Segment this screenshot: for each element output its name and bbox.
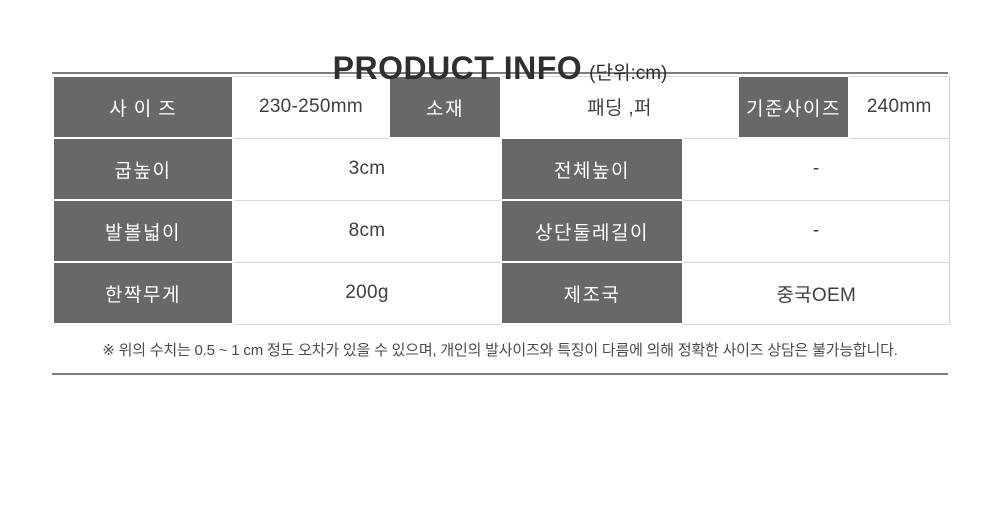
header-cell-material: 소재 [388,75,502,139]
value-cell-size-range: 230-250mm [232,75,390,139]
value-cell-heel-height: 3cm [232,137,502,201]
header-cell-base-size: 기준사이즈 [737,75,850,139]
value-cell-material: 패딩 ,퍼 [500,75,739,139]
value-cell-single-weight: 200g [232,261,502,325]
value-cell-top-circumference: - [682,199,950,263]
header-cell-origin-country: 제조국 [500,261,684,325]
value-cell-foot-width: 8cm [232,199,502,263]
value-cell-base-size: 240mm [848,75,950,139]
header-cell-size: 사이즈 [52,75,234,139]
table-row: 굽높이 3cm 전체높이 - [52,137,950,201]
value-cell-total-height: - [682,137,950,201]
header-cell-foot-width: 발볼넓이 [52,199,234,263]
header-cell-total-height: 전체높이 [500,137,684,201]
bottom-divider [52,373,948,375]
header-cell-heel-height: 굽높이 [52,137,234,201]
header-cell-top-circumference: 상단둘레길이 [500,199,684,263]
product-info-section: 사이즈 230-250mm 소재 패딩 ,퍼 기준사이즈 240mm 굽높이 3… [52,72,950,375]
table-row: 사이즈 230-250mm 소재 패딩 ,퍼 기준사이즈 240mm [52,75,950,139]
table-row: 한짝무게 200g 제조국 중국OEM [52,261,950,325]
value-cell-origin-country: 중국OEM [682,261,950,325]
product-info-table: 사이즈 230-250mm 소재 패딩 ,퍼 기준사이즈 240mm 굽높이 3… [52,75,950,325]
unit-label: (단위:cm) [589,63,668,84]
table-row: 발볼넓이 8cm 상단둘레길이 - [52,199,950,263]
page-title-text: PRODUCT INFO [332,50,583,86]
top-divider [52,72,948,74]
size-disclaimer-note: ※ 위의 수치는 0.5 ~ 1 cm 정도 오차가 있을 수 있으며, 개인의… [102,342,898,359]
header-cell-single-weight: 한짝무게 [52,261,234,325]
page-title: PRODUCT INFO (단위:cm) [0,0,1000,86]
